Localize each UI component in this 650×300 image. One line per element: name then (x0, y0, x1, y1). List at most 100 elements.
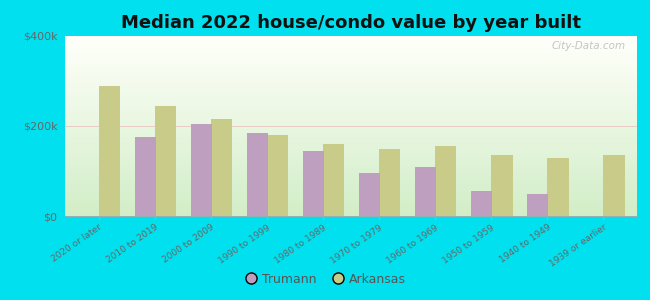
Bar (65, 68, 637, 70)
Bar (65, 200, 637, 202)
Bar (65, 115, 637, 117)
Bar (65, 178, 637, 180)
Bar (65, 119, 637, 121)
Bar (65, 113, 637, 115)
Bar (65, 212, 637, 214)
Bar (65, 182, 637, 184)
Bar (65, 133, 637, 135)
Bar (65, 146, 637, 148)
Bar (65, 137, 637, 139)
Bar (65, 52, 637, 54)
Bar (65, 101, 637, 103)
Bar (65, 49, 637, 50)
Bar (267, 135, 288, 216)
Bar (491, 155, 512, 216)
Bar (65, 153, 637, 155)
Bar (65, 63, 637, 65)
Bar (65, 180, 637, 182)
Bar (65, 97, 637, 99)
Bar (65, 193, 637, 194)
Bar (65, 207, 637, 209)
Bar (247, 133, 268, 216)
Bar (603, 155, 625, 216)
Bar (65, 160, 637, 162)
Bar (65, 185, 637, 187)
Bar (65, 128, 637, 130)
Bar (65, 83, 637, 85)
Bar (65, 162, 637, 164)
Bar (65, 79, 637, 81)
Bar (65, 164, 637, 166)
Bar (65, 76, 637, 77)
Bar (65, 88, 637, 90)
Bar (359, 173, 380, 216)
Text: City-Data.com: City-Data.com (551, 41, 625, 51)
Bar (65, 50, 637, 52)
Bar (65, 139, 637, 140)
Bar (65, 99, 637, 101)
Bar (65, 169, 637, 171)
Bar (303, 151, 324, 216)
Bar (65, 108, 637, 110)
Bar (65, 205, 637, 207)
Bar (65, 86, 637, 88)
Bar (65, 176, 637, 178)
Legend: Trumann, Arkansas: Trumann, Arkansas (239, 268, 411, 291)
Bar (65, 72, 637, 74)
Bar (65, 41, 637, 43)
Bar (527, 194, 549, 216)
Bar (65, 173, 637, 175)
Bar (65, 47, 637, 49)
Bar (65, 203, 637, 205)
Bar (323, 144, 345, 216)
Bar (65, 95, 637, 97)
Bar (65, 124, 637, 126)
Bar (65, 157, 637, 158)
Bar (65, 38, 637, 40)
Bar (65, 56, 637, 58)
Bar (65, 74, 637, 76)
Bar (155, 106, 176, 216)
Bar (65, 112, 637, 113)
Bar (65, 106, 637, 108)
Bar (65, 140, 637, 142)
Bar (65, 85, 637, 86)
Bar (379, 148, 400, 216)
Bar (65, 142, 637, 144)
Bar (65, 65, 637, 67)
Bar (65, 61, 637, 63)
Bar (65, 189, 637, 191)
Bar (65, 40, 637, 41)
Bar (135, 137, 156, 216)
Bar (65, 198, 637, 200)
Bar (65, 58, 637, 59)
Bar (65, 194, 637, 196)
Bar (99, 85, 120, 216)
Bar (65, 59, 637, 61)
Bar (65, 214, 637, 216)
Bar (65, 103, 637, 104)
Bar (65, 155, 637, 157)
Bar (65, 148, 637, 149)
Bar (65, 191, 637, 193)
Bar (65, 167, 637, 169)
Bar (65, 196, 637, 198)
Bar (65, 94, 637, 95)
Bar (65, 187, 637, 189)
Bar (65, 135, 637, 137)
Bar (65, 90, 637, 92)
Bar (211, 119, 232, 216)
Bar (65, 211, 637, 212)
Bar (65, 202, 637, 203)
Bar (65, 70, 637, 72)
Bar (65, 121, 637, 122)
Bar (435, 146, 456, 216)
Bar (471, 191, 492, 216)
Bar (547, 158, 569, 216)
Bar (65, 131, 637, 133)
Bar (65, 151, 637, 153)
Bar (65, 166, 637, 167)
Bar (65, 144, 637, 146)
Bar (190, 124, 212, 216)
Bar (65, 36, 637, 38)
